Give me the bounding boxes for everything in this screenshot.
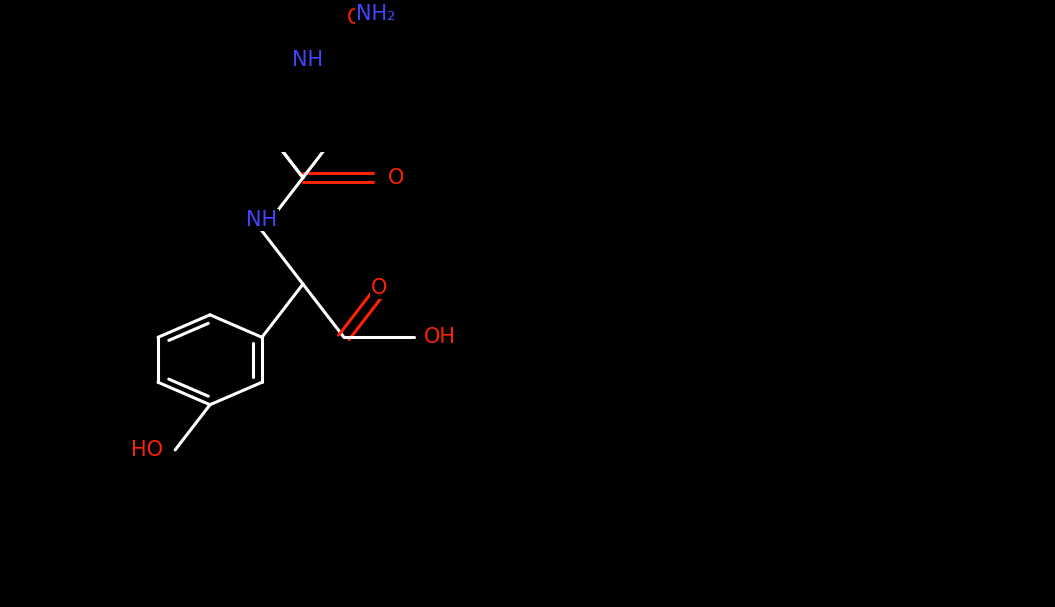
Text: NH₂: NH₂ (356, 4, 396, 24)
Text: NH: NH (247, 209, 277, 229)
Text: O: O (347, 8, 363, 28)
Text: O: O (387, 168, 404, 188)
Text: HO: HO (131, 440, 164, 460)
Text: O: O (370, 279, 387, 298)
Text: OH: OH (424, 327, 456, 347)
Text: NH: NH (292, 50, 324, 70)
